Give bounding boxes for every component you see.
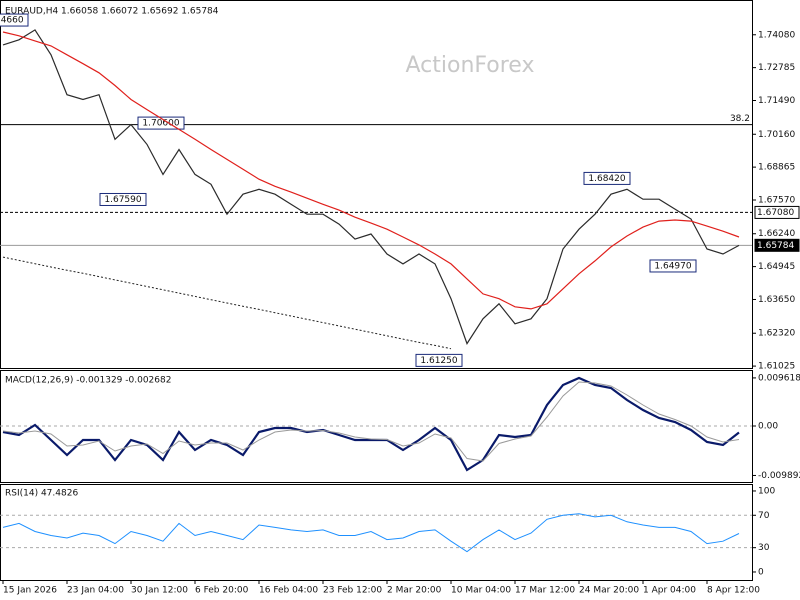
- series-line: [2, 31, 740, 310]
- rsi-title: RSI(14) 47.4826: [5, 489, 78, 499]
- annotation-label: 1.61250: [420, 356, 457, 366]
- x-tick-label: 23 Jan 04:00: [67, 586, 124, 596]
- y-tick-label: 1.68865: [758, 163, 795, 173]
- x-tick-label: 1 Apr 04:00: [643, 586, 696, 596]
- y-tick-label: 1.72785: [758, 63, 795, 73]
- annotation-box: [583, 171, 631, 185]
- y-tick-label: 1.74080: [758, 30, 795, 40]
- annotation-label: 1.67590: [104, 195, 141, 205]
- x-tick-label: 10 Mar 04:00: [451, 586, 511, 596]
- y-tick-label: 30: [758, 543, 770, 553]
- x-tick-label: 30 Jan 12:00: [131, 586, 188, 596]
- series-line: [2, 29, 740, 345]
- y-tick-label: 70: [758, 511, 770, 521]
- annotation-box: [415, 353, 463, 367]
- x-tick-label: 2 Mar 20:00: [387, 586, 442, 596]
- fib-label: 38.2: [730, 114, 750, 124]
- annotation-box: [137, 116, 185, 130]
- y-tick-label: 1.63650: [758, 295, 795, 305]
- level-box: [754, 205, 800, 219]
- annotation-label: 1.64970: [654, 261, 691, 271]
- y-tick-label: 1.66240: [758, 229, 795, 239]
- rsi-panel: [0, 484, 753, 581]
- x-tick-label: 6 Feb 20:00: [195, 586, 249, 596]
- y-tick-label: -0.009892: [758, 471, 800, 481]
- level-label: 1.67080: [757, 208, 794, 218]
- y-tick-label: 0.009618: [758, 373, 800, 383]
- x-tick-label: 24 Mar 20:00: [579, 586, 639, 596]
- annotation-label: 1.74660: [0, 16, 24, 26]
- macd-title: MACD(12,26,9) -0.001329 -0.002682: [5, 376, 171, 386]
- level-label: 1.65784: [757, 241, 794, 251]
- annotation-box: [99, 192, 147, 206]
- y-tick-label: 1.64945: [758, 262, 795, 272]
- chart-title: EURAUD,H4 1.66058 1.66072 1.65692 1.6578…: [5, 7, 219, 17]
- y-tick-label: 1.61025: [758, 362, 795, 372]
- x-tick-label: 23 Feb 12:00: [323, 586, 382, 596]
- y-tick-label: 1.71490: [758, 96, 795, 106]
- watermark: ActionForex: [406, 53, 535, 78]
- x-tick-label: 17 Mar 12:00: [515, 586, 575, 596]
- series-line: [2, 381, 740, 462]
- annotation-box: [0, 13, 29, 27]
- level-box: [754, 238, 800, 252]
- y-tick-label: 1.62320: [758, 329, 795, 339]
- y-tick-label: 1.70160: [758, 130, 795, 140]
- y-tick-label: 100: [758, 486, 775, 496]
- x-tick-label: 8 Apr 12:00: [707, 586, 760, 596]
- series-line: [2, 513, 740, 553]
- series-line: [2, 376, 740, 472]
- annotation-label: 1.70600: [142, 119, 179, 129]
- y-tick-label: 0.00: [758, 422, 778, 432]
- y-tick-label: 0: [758, 567, 764, 577]
- macd-panel: [0, 370, 753, 483]
- x-tick-label: 16 Feb 04:00: [259, 586, 318, 596]
- annotation-box: [649, 259, 697, 273]
- annotation-label: 1.68420: [588, 174, 625, 184]
- y-tick-label: 1.67570: [758, 195, 795, 205]
- series-line: [2, 256, 452, 350]
- price-panel: [0, 0, 753, 369]
- x-tick-label: 15 Jan 2026: [3, 586, 57, 596]
